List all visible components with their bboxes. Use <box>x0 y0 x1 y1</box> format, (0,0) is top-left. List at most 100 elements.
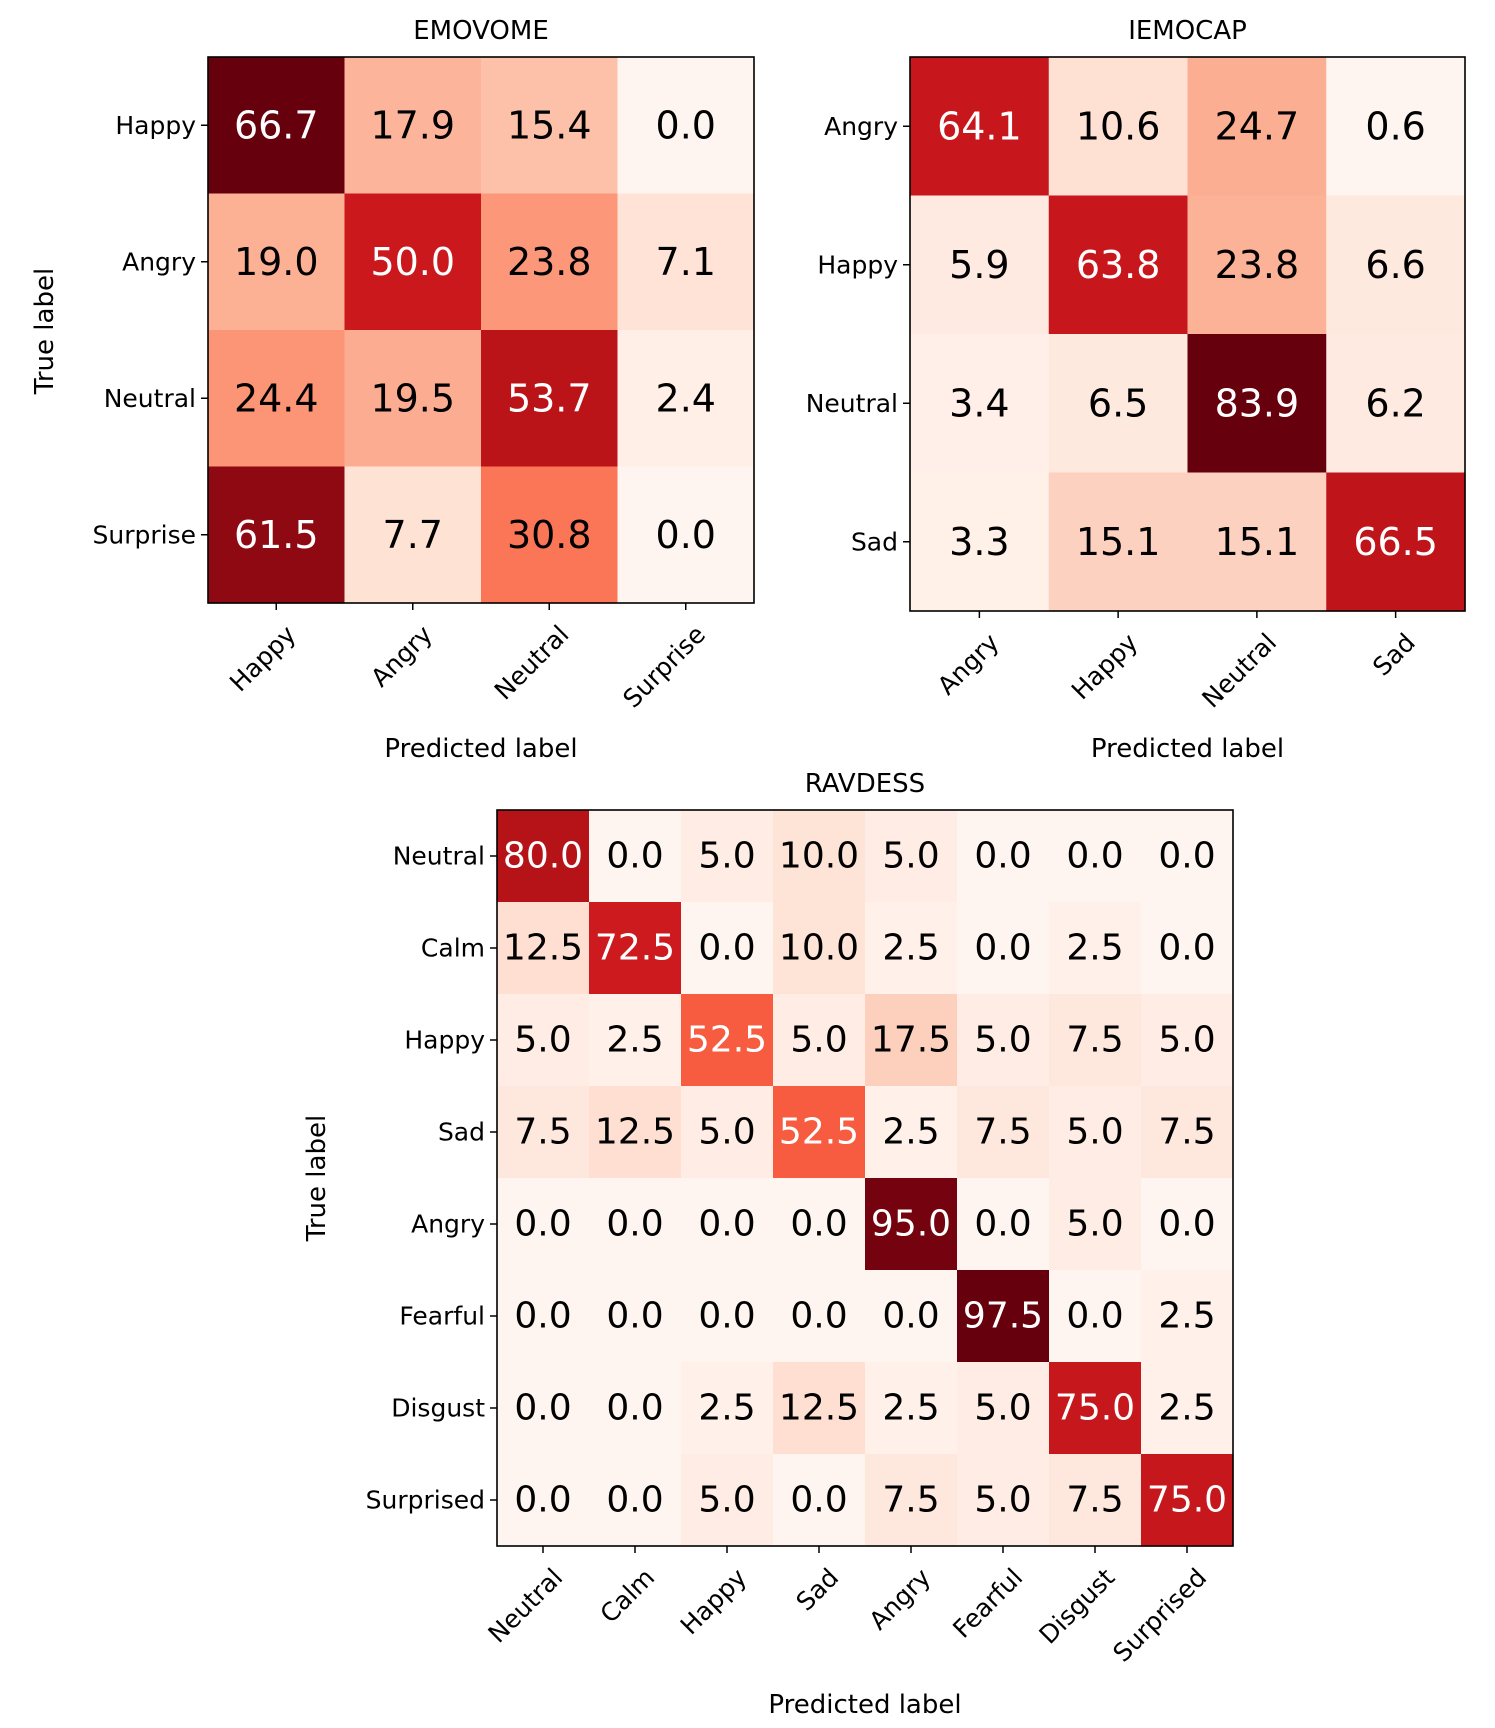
cell-surprised-sad <box>773 1454 866 1547</box>
cell-value-label: 2.5 <box>606 1020 663 1061</box>
cell-fearful-disgust <box>1049 1270 1142 1363</box>
cell-value-label: 0.0 <box>606 1480 663 1521</box>
y-axis-label: True label <box>302 1115 332 1242</box>
cell-neutral-sad <box>773 810 866 903</box>
x-axis-label: Predicted label <box>768 1690 961 1720</box>
cell-value-label: 0.0 <box>698 1296 755 1337</box>
y-tick-label-neutral: Neutral <box>806 389 898 418</box>
cell-surprised-disgust <box>1049 1454 1142 1547</box>
y-tick-label-neutral: Neutral <box>104 384 196 413</box>
cell-angry-neutral <box>497 1178 590 1271</box>
cell-value-label: 0.0 <box>606 1296 663 1337</box>
cell-value-label: 15.4 <box>507 103 592 147</box>
cell-value-label: 19.0 <box>234 240 319 284</box>
cell-fearful-sad <box>773 1270 866 1363</box>
cell-value-label: 7.7 <box>383 513 443 557</box>
cell-value-label: 75.0 <box>1147 1480 1227 1521</box>
cell-value-label: 2.5 <box>1066 928 1123 969</box>
cell-angry-neutral <box>481 193 619 331</box>
cell-surprised-surprised <box>1141 1454 1234 1547</box>
cell-happy-surprised <box>1141 994 1234 1087</box>
cell-value-label: 5.0 <box>698 1480 755 1521</box>
cell-angry-angry <box>344 193 482 331</box>
cell-angry-surprise <box>617 193 755 331</box>
cell-value-label: 5.0 <box>974 1388 1031 1429</box>
y-tick-label-happy: Happy <box>817 250 898 279</box>
cell-neutral-happy <box>208 330 346 468</box>
cell-sad-disgust <box>1049 1086 1142 1179</box>
cell-value-label: 0.0 <box>1158 836 1215 877</box>
cell-calm-disgust <box>1049 902 1142 995</box>
cell-disgust-neutral <box>497 1362 590 1455</box>
cell-happy-neutral <box>497 994 590 1087</box>
cell-fearful-happy <box>681 1270 774 1363</box>
cell-value-label: 83.9 <box>1215 381 1300 425</box>
cell-value-label: 2.5 <box>882 928 939 969</box>
cell-neutral-neutral <box>1187 334 1327 474</box>
heatmap-frame <box>909 56 1466 612</box>
cell-value-label: 0.0 <box>514 1480 571 1521</box>
cell-value-label: 0.0 <box>514 1388 571 1429</box>
cell-surprised-neutral <box>497 1454 590 1547</box>
x-axis-label: Predicted label <box>1091 734 1284 764</box>
cell-calm-neutral <box>497 902 590 995</box>
cell-value-label: 0.0 <box>514 1204 571 1245</box>
cell-value-label: 2.5 <box>1158 1388 1215 1429</box>
cell-value-label: 95.0 <box>871 1204 951 1245</box>
cell-value-label: 7.5 <box>1158 1112 1215 1153</box>
cell-angry-surprised <box>1141 1178 1234 1271</box>
cell-value-label: 5.0 <box>882 836 939 877</box>
cell-happy-surprise <box>617 57 755 195</box>
cell-angry-angry <box>865 1178 958 1271</box>
cell-calm-calm <box>589 902 682 995</box>
cell-value-label: 7.5 <box>1066 1020 1123 1061</box>
cell-value-label: 12.5 <box>779 1388 859 1429</box>
cell-value-label: 6.6 <box>1365 243 1425 287</box>
cell-value-label: 30.8 <box>507 513 592 557</box>
cell-calm-fearful <box>957 902 1050 995</box>
cell-value-label: 50.0 <box>370 240 455 284</box>
cell-disgust-fearful <box>957 1362 1050 1455</box>
cell-fearful-neutral <box>497 1270 590 1363</box>
y-tick-label-fearful: Fearful <box>399 1302 485 1331</box>
cell-calm-sad <box>773 902 866 995</box>
cell-value-label: 53.7 <box>507 376 592 420</box>
cell-sad-sad <box>773 1086 866 1179</box>
cell-happy-disgust <box>1049 994 1142 1087</box>
y-tick-label-angry: Angry <box>411 1210 485 1239</box>
cell-surprised-calm <box>589 1454 682 1547</box>
y-tick-label-angry: Angry <box>122 247 196 276</box>
chart-title: RAVDESS <box>805 769 925 799</box>
cell-neutral-angry <box>910 334 1050 474</box>
cell-value-label: 7.5 <box>974 1112 1031 1153</box>
cell-value-label: 61.5 <box>234 513 319 557</box>
cell-sad-fearful <box>957 1086 1050 1179</box>
cell-value-label: 5.0 <box>698 1112 755 1153</box>
cell-disgust-angry <box>865 1362 958 1455</box>
y-tick-label-surprised: Surprised <box>366 1486 485 1515</box>
cell-value-label: 72.5 <box>595 928 675 969</box>
chart-title: IEMOCAP <box>1128 16 1247 46</box>
cell-angry-sad <box>1326 57 1466 197</box>
cell-calm-happy <box>681 902 774 995</box>
cell-value-label: 10.0 <box>779 836 859 877</box>
cell-value-label: 0.0 <box>1066 1296 1123 1337</box>
cell-value-label: 97.5 <box>963 1296 1043 1337</box>
cell-value-label: 0.0 <box>606 1388 663 1429</box>
cell-value-label: 0.0 <box>974 1204 1031 1245</box>
y-tick-label-surprise: Surprise <box>93 520 197 549</box>
cell-fearful-calm <box>589 1270 682 1363</box>
cell-value-label: 0.0 <box>790 1296 847 1337</box>
cell-value-label: 0.0 <box>1158 928 1215 969</box>
cell-happy-neutral <box>1187 195 1327 335</box>
cell-value-label: 23.8 <box>1215 243 1300 287</box>
cell-value-label: 80.0 <box>503 836 583 877</box>
cell-value-label: 64.1 <box>937 104 1022 148</box>
cell-value-label: 6.5 <box>1088 381 1148 425</box>
cell-happy-sad <box>773 994 866 1087</box>
cell-value-label: 0.0 <box>1158 1204 1215 1245</box>
cell-value-label: 7.5 <box>882 1480 939 1521</box>
cell-sad-happy <box>681 1086 774 1179</box>
y-tick-label-happy: Happy <box>404 1026 485 1055</box>
